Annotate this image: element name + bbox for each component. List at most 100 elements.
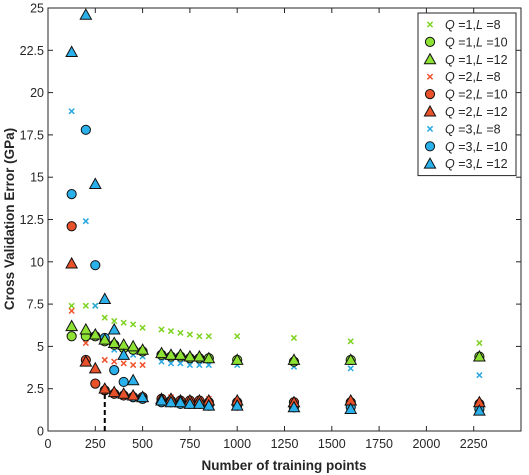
data-point-q3-l8-x	[158, 358, 165, 365]
series-q3-l8	[68, 108, 483, 379]
series-q1-l8	[68, 302, 483, 347]
x-tick-label: 0	[45, 437, 52, 451]
data-point-q1-l12-triangle	[472, 349, 486, 362]
data-point-q3-l12-triangle	[88, 177, 102, 189]
legend-label: Q =1,L =12	[445, 53, 508, 67]
data-point-q2-l8-x	[82, 339, 89, 347]
data-point-q1-l8-x	[139, 324, 146, 331]
legend-marker-q3-l10	[424, 141, 436, 152]
data-point-q3-l8-x	[196, 361, 203, 369]
y-tick-label: 2.5	[27, 382, 44, 396]
data-point-q1-l8-x	[101, 314, 108, 321]
y-tick-label: 22.5	[20, 44, 44, 58]
legend-marker-q1-l12	[423, 52, 437, 65]
data-point-q1-l8-x	[347, 338, 354, 345]
legend-label: Q =2,L =8	[445, 70, 501, 84]
data-point-q3-l12-triangle	[107, 322, 121, 335]
data-point-q2-l12-triangle	[65, 256, 79, 269]
data-point-q1-l12-triangle	[164, 348, 178, 360]
legend-label: Q =1,L =10	[445, 35, 508, 49]
data-point-q3-l12-triangle	[192, 397, 206, 409]
data-point-q1-l12-triangle	[230, 353, 244, 365]
data-point-q3-l12-triangle	[164, 395, 178, 408]
data-point-q1-l12-triangle	[88, 327, 102, 340]
data-point-q3-l8-x	[186, 361, 194, 369]
data-point-q1-l12-triangle	[202, 351, 216, 364]
data-point-q3-l12-triangle	[173, 395, 187, 408]
data-point-q1-l8-x	[120, 319, 127, 326]
y-tick-label: 25	[30, 2, 44, 16]
x-tick-label: 2250	[460, 437, 488, 451]
data-point-q3-l8-x	[205, 361, 212, 369]
data-point-q2-l12-triangle	[117, 387, 131, 399]
data-point-q3-l8-x	[177, 360, 184, 367]
data-point-q2-l12-triangle	[88, 361, 102, 374]
data-point-q3-l8-x	[68, 108, 75, 115]
x-tick-label: 750	[179, 437, 200, 451]
x-tick-label: 500	[132, 437, 153, 451]
data-point-q1-l8-x	[196, 333, 203, 340]
x-tick-label: 1750	[365, 437, 393, 451]
data-point-q3-l8-x	[82, 218, 89, 225]
data-point-q1-l12-triangle	[136, 343, 150, 355]
y-tick-label: 20	[30, 86, 44, 100]
data-point-q1-l12-triangle	[117, 338, 131, 350]
x-tick-label: 2000	[412, 437, 440, 451]
data-point-q1-l12-triangle	[79, 322, 93, 335]
y-tick-label: 12.5	[20, 213, 44, 227]
data-point-q3-l12-triangle	[202, 398, 216, 411]
data-point-q1-l12-triangle	[287, 353, 301, 365]
y-axis-title: Cross Validation Error (GPa)	[2, 128, 17, 310]
data-point-q2-l12-triangle	[79, 354, 93, 367]
data-point-q3-l12-triangle	[472, 404, 486, 416]
data-point-q1-l8-x	[186, 331, 194, 338]
data-point-q1-l12-triangle	[98, 333, 112, 345]
data-point-q1-l8-x	[111, 317, 118, 325]
data-point-q3-l12-triangle	[98, 292, 112, 305]
data-point-q1-l8-x	[167, 328, 175, 335]
data-marks	[65, 8, 486, 416]
x-axis-title: Number of training points	[202, 458, 367, 473]
legend-label: Q =3,L =10	[445, 140, 508, 154]
data-point-q1-l12-triangle	[344, 353, 358, 365]
data-point-q1-l8-x	[476, 339, 483, 347]
data-point-q1-l8-x	[290, 334, 298, 342]
data-point-q1-l8-x	[158, 326, 165, 333]
x-tick-label: 1500	[318, 437, 346, 451]
y-tick-label: 15	[30, 171, 44, 185]
data-point-q1-l8-x	[82, 302, 89, 309]
legend: Q =1,L =8 Q =1,L =10 Q =1,L =12 Q =2,L =8 Q …	[417, 12, 517, 177]
legend-marker-q1-l10	[424, 36, 436, 48]
data-point-q3-l12-triangle	[126, 373, 140, 386]
data-point-q1-l8-x	[68, 302, 75, 309]
data-point-q3-l10-circle	[109, 364, 120, 376]
data-point-q2-l12-triangle	[126, 388, 140, 401]
y-tick-label: 17.5	[20, 128, 44, 142]
legend-label: Q =1,L =8	[445, 18, 501, 32]
data-point-q3-l10-circle	[90, 260, 101, 271]
data-point-q2-l8-x	[130, 361, 137, 369]
data-point-q1-l8-x	[234, 333, 241, 340]
data-point-q3-l12-triangle	[65, 45, 79, 57]
data-point-q2-l12-triangle	[98, 382, 112, 394]
y-tick-label: 0	[37, 425, 44, 439]
data-point-q1-l12-triangle	[155, 346, 168, 359]
legend-marker-q2-l8	[426, 73, 434, 80]
data-point-q1-l12-triangle	[126, 339, 140, 352]
legend-marker-q3-l12	[423, 157, 437, 169]
legend-label: Q =2,L =12	[445, 105, 508, 119]
data-point-q2-l10-circle	[90, 378, 101, 389]
data-point-q1-l10-circle	[66, 331, 77, 342]
data-point-q3-l8-x	[476, 372, 483, 379]
legend-label: Q =2,L =10	[445, 88, 508, 102]
data-point-q3-l10-circle	[80, 124, 91, 135]
data-point-q2-l8-x	[68, 307, 75, 314]
data-point-q3-l12-triangle	[136, 390, 150, 403]
data-point-q1-l12-triangle	[107, 336, 121, 348]
data-point-q2-l8-x	[101, 356, 108, 364]
series-q3-l12	[65, 8, 486, 416]
data-point-q1-l12-triangle	[65, 319, 79, 332]
data-point-q3-l8-x	[167, 360, 175, 367]
data-point-q1-l8-x	[205, 333, 212, 340]
